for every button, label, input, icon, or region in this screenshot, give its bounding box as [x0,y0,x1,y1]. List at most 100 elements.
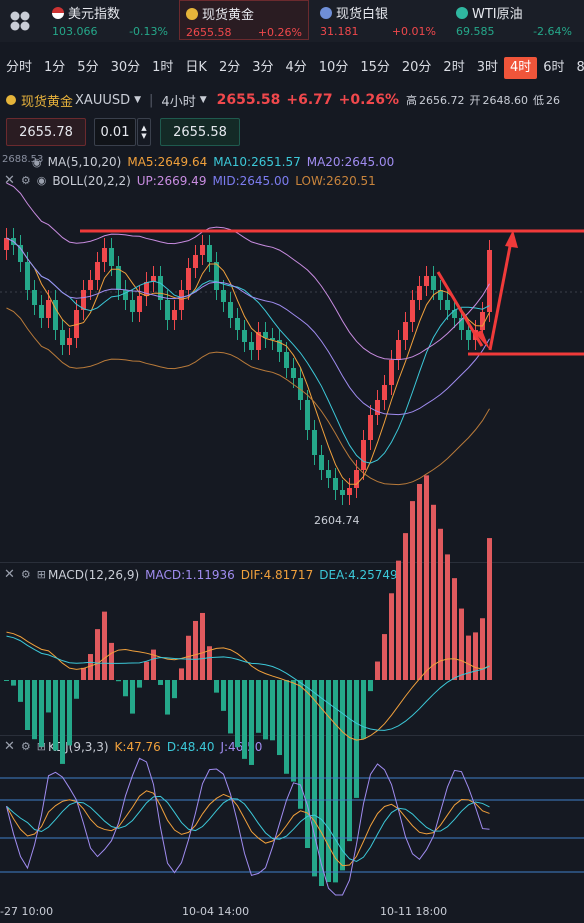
candle-body [417,286,422,300]
macd-bar [11,680,16,686]
ticker-spot-gold[interactable]: 现货黄金 2655.58 +0.26% [179,0,309,40]
tab-timeframe[interactable]: 2时 [443,60,465,75]
macd-bar [4,680,9,681]
tab-timeframe[interactable]: 日K [185,60,207,75]
candle-body [102,248,107,262]
tab-timeframe[interactable]: 15分 [360,60,390,75]
close-icon[interactable]: ✕ [4,739,15,754]
tab-timeframe[interactable]: 3时 [476,60,498,75]
price-change: +6.77 [286,92,333,108]
candle-body [466,330,471,340]
tab-timeframe[interactable]: 6时 [543,60,565,75]
ticker-price: 103.066 [52,25,98,38]
tab-timeframe[interactable]: 4时 [503,57,538,79]
candle-body [396,340,401,360]
ticker-change: -0.13% [129,25,168,38]
menu-button[interactable] [0,0,40,42]
ticker-change: +0.26% [257,26,302,39]
candle-body [60,330,65,345]
price-tag-label: 2688.53 [2,154,44,165]
chevron-up-icon[interactable]: ▲ [141,124,147,132]
candle-body [67,338,72,345]
tab-timeframe[interactable]: 1时 [152,60,174,75]
candle-body [235,318,240,330]
ticker-name: WTI原油 [472,7,523,22]
ticker-wti-oil[interactable]: WTI原油 69.585 -2.64% [450,0,578,40]
boll-mid-value: MID:2645.00 [212,173,290,188]
bid-price-button[interactable]: 2655.78 [6,118,86,146]
macd-bar [277,680,282,756]
candle-body [340,490,345,495]
ma-legend: ◉ MA(5,10,20) MA5:2649.64 MA10:2651.57 M… [4,155,394,169]
chevron-down-icon[interactable]: ▼ [199,95,207,105]
macd-bar [102,611,107,680]
boll-low-line [6,307,490,486]
tab-timeframe[interactable]: 8 [576,60,584,75]
quantity-stepper[interactable]: ▲ ▼ [137,118,151,146]
settings-icon[interactable]: ⚙ [20,740,31,753]
settings-icon[interactable]: ⚙ [20,568,31,581]
ticker-name: 现货黄金 [202,8,255,23]
symbol-name[interactable]: 现货黄金 [21,94,74,110]
candle-body [375,400,380,415]
ticker-usd-index[interactable]: 美元指数 103.066 -0.13% [46,0,174,40]
candle-body [305,400,310,430]
boll-up-line [6,182,490,361]
candle-body [452,310,457,318]
expand-icon[interactable]: ⊞ [36,568,46,581]
ask-price-button[interactable]: 2655.58 [160,118,240,146]
candle-body [4,238,9,250]
chevron-down-icon[interactable]: ▼ [141,132,147,140]
macd-bar [270,680,275,741]
candle-body [256,332,261,350]
tab-timeframe[interactable]: 3分 [252,60,274,75]
symbol-dot-icon [6,95,16,105]
macd-bar [214,680,219,693]
eye-icon[interactable]: ◉ [32,155,42,169]
macd-bar [396,560,401,680]
boll-up-value: UP:2669.49 [136,173,207,188]
tab-timeframe[interactable]: 4分 [285,60,307,75]
candle-body [172,310,177,320]
settings-icon[interactable]: ⚙ [20,174,31,187]
macd-bar [158,680,163,685]
tab-timeframe[interactable]: 分时 [6,60,33,75]
candle-body [319,455,324,470]
period-selector[interactable]: 4小时 [161,94,196,110]
macd-bar [207,646,212,680]
candle-body [326,470,331,478]
tab-timeframe[interactable]: 1分 [44,60,66,75]
tab-timeframe[interactable]: 5分 [77,60,99,75]
macd-bar [473,632,478,680]
quantity-input[interactable]: 0.01 [94,118,136,146]
candle-body [368,415,373,440]
ticker-name: 美元指数 [68,7,121,22]
candle-body [354,470,359,488]
x-axis-label: 10-04 14:00 [182,905,249,918]
close-icon[interactable]: ✕ [4,567,15,582]
macd-bar [60,680,65,764]
silver-icon [320,6,332,19]
ma5-value: MA5:2649.64 [127,155,208,169]
tab-timeframe[interactable]: 20分 [401,60,432,75]
candle-body [39,305,44,318]
chevron-down-icon[interactable]: ▼ [134,95,142,105]
eye-icon[interactable]: ◉ [36,174,47,187]
tab-timeframe[interactable]: 10分 [318,60,349,75]
ticker-spot-silver[interactable]: 现货白银 31.181 +0.01% [314,0,442,40]
candle-body [228,302,233,318]
us-flag-icon [52,6,64,19]
candle-body [480,312,485,330]
close-icon[interactable]: ✕ [4,173,15,188]
ticker-change: -2.64% [533,25,572,38]
tab-timeframe[interactable]: 2分 [218,60,241,75]
macd-value: MACD:1.11936 [145,567,235,582]
candle-body [109,248,114,266]
macd-bar [375,661,380,680]
candle-body [32,290,37,305]
tab-timeframe[interactable]: 30分 [110,60,141,75]
boll-label: BOLL(20,2,2) [52,173,131,188]
ticker-price: 31.181 [320,25,359,38]
candle-body [207,245,212,262]
